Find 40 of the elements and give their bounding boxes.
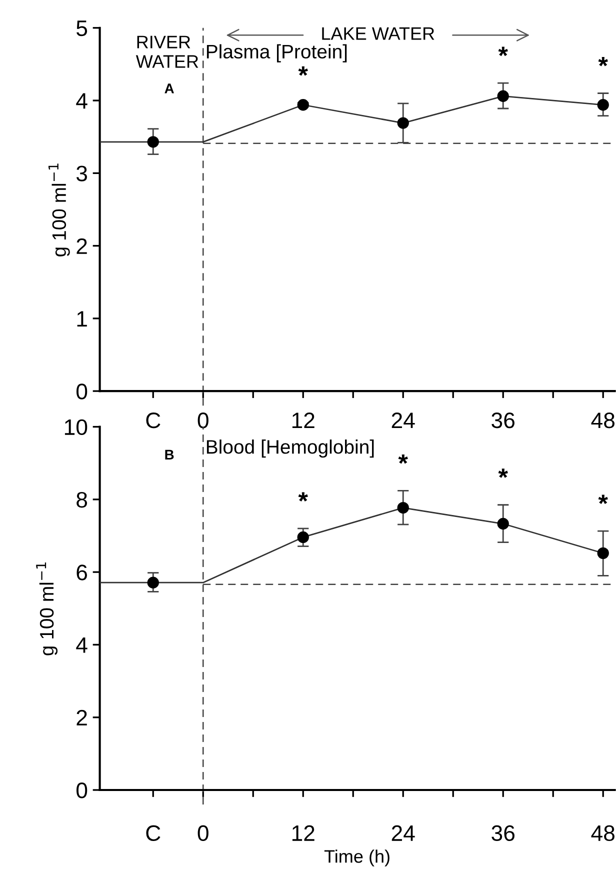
- y-axis-title: g 100 ml$^{−1}$: [48, 164, 70, 256]
- x-tick-label: 0: [198, 825, 208, 842]
- y-tick-label: 3: [76, 166, 88, 182]
- x-tick-label: 36: [492, 412, 514, 428]
- x-tick-label: C: [146, 825, 160, 842]
- x-tick-label: 48: [591, 412, 614, 428]
- y-axis-title: g 100 ml$^{−1}$: [36, 562, 58, 656]
- y-tick-label: 2: [76, 238, 87, 254]
- annotation: *: [298, 492, 308, 502]
- annotation: RIVER WATER: [136, 36, 198, 68]
- annotation: *: [498, 468, 508, 478]
- y-tick-label: 8: [76, 492, 88, 508]
- annotation: *: [598, 494, 608, 504]
- y-tick-label: 0: [76, 384, 88, 400]
- y-tick-label: 4: [76, 93, 88, 109]
- x-axis-title: Time (h): [324, 850, 390, 866]
- text: Plasma [Protein]: [206, 44, 347, 62]
- annotation: LAKE WATER: [322, 27, 434, 40]
- y-tick-label: 5: [76, 20, 88, 36]
- y-tick-label: 6: [76, 564, 88, 580]
- x-tick-label: C: [146, 412, 160, 428]
- y-tick-label: 2: [76, 710, 87, 726]
- x-tick-label: 48: [591, 825, 614, 842]
- y-tick-label: 0: [76, 782, 88, 798]
- y-tick-label: 10: [64, 419, 88, 436]
- annotation: *: [598, 56, 608, 66]
- annotation: A: [164, 84, 174, 94]
- annotation: *: [298, 66, 308, 76]
- x-tick-label: 36: [492, 825, 514, 842]
- x-tick-label: 12: [292, 412, 314, 428]
- annotation: *: [398, 454, 408, 464]
- x-tick-label: 24: [392, 825, 415, 841]
- text: Blood [Hemoglobin]: [206, 440, 374, 458]
- annotation: *: [498, 46, 508, 56]
- y-tick-label: 4: [76, 637, 88, 653]
- x-tick-label: 24: [392, 412, 415, 428]
- x-tick-label: 0: [198, 412, 208, 428]
- y-tick-label: 1: [77, 311, 87, 326]
- x-tick-label: 12: [292, 825, 314, 841]
- annotation: B: [165, 450, 174, 460]
